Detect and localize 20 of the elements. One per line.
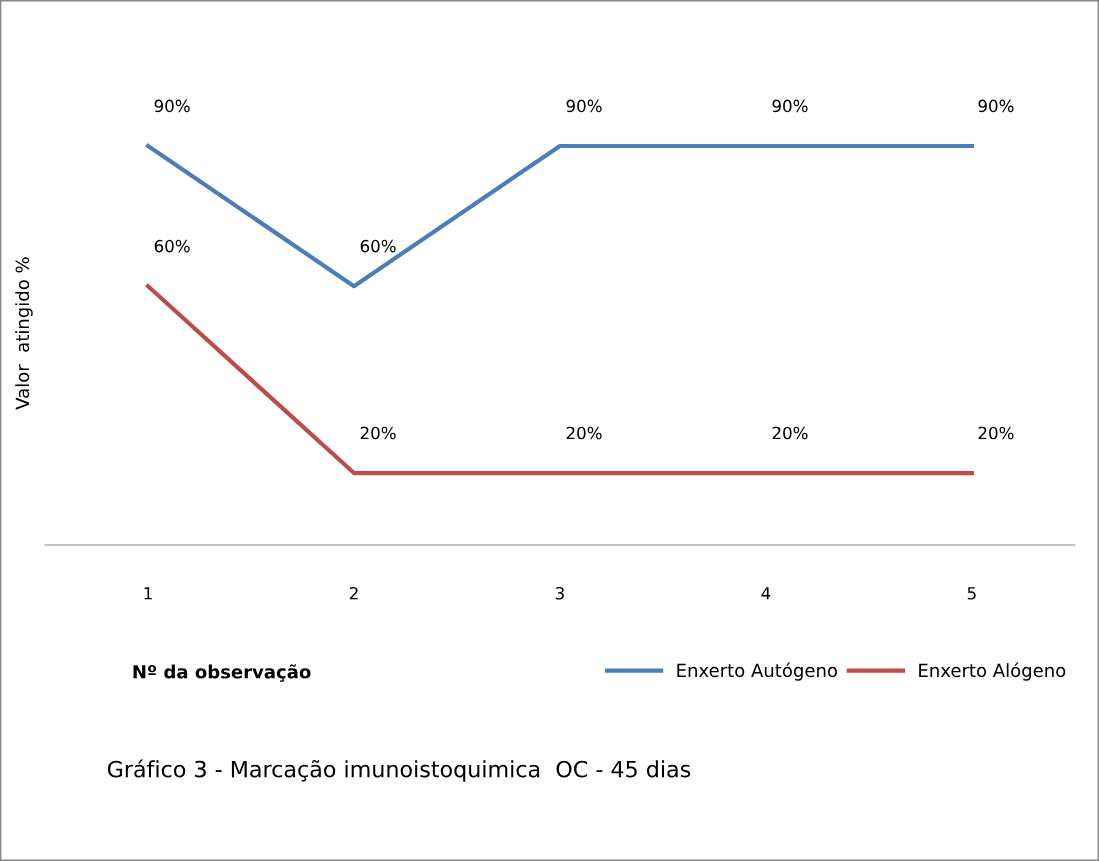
text: Gráfico 3 - Marcação imunoistoquimica OC - 45 dias	[107, 759, 691, 782]
data-label: 20%	[566, 426, 602, 440]
x-tick-label: 2	[349, 586, 358, 600]
data-label: 60%	[154, 239, 190, 253]
data-label: 90%	[154, 99, 190, 113]
y-axis-title: Valor atingido %	[15, 257, 33, 410]
x-axis-title: Nº da observação	[133, 664, 311, 682]
data-label: 90%	[978, 99, 1014, 113]
x-tick-label: 1	[144, 587, 152, 600]
data-label: 20%	[978, 426, 1014, 440]
data-label: 60%	[360, 239, 396, 253]
data-label: 90%	[566, 99, 602, 113]
data-label: 90%	[772, 99, 808, 113]
x-tick-label: 5	[967, 587, 976, 600]
legend-label: Enxerto Alógeno	[919, 662, 1066, 681]
x-tick-label: 3	[555, 586, 564, 600]
data-label: 20%	[360, 426, 396, 440]
legend-label: Enxerto Autógeno	[677, 662, 837, 681]
x-tick-label: 4	[761, 587, 771, 600]
data-label: 20%	[772, 426, 808, 440]
